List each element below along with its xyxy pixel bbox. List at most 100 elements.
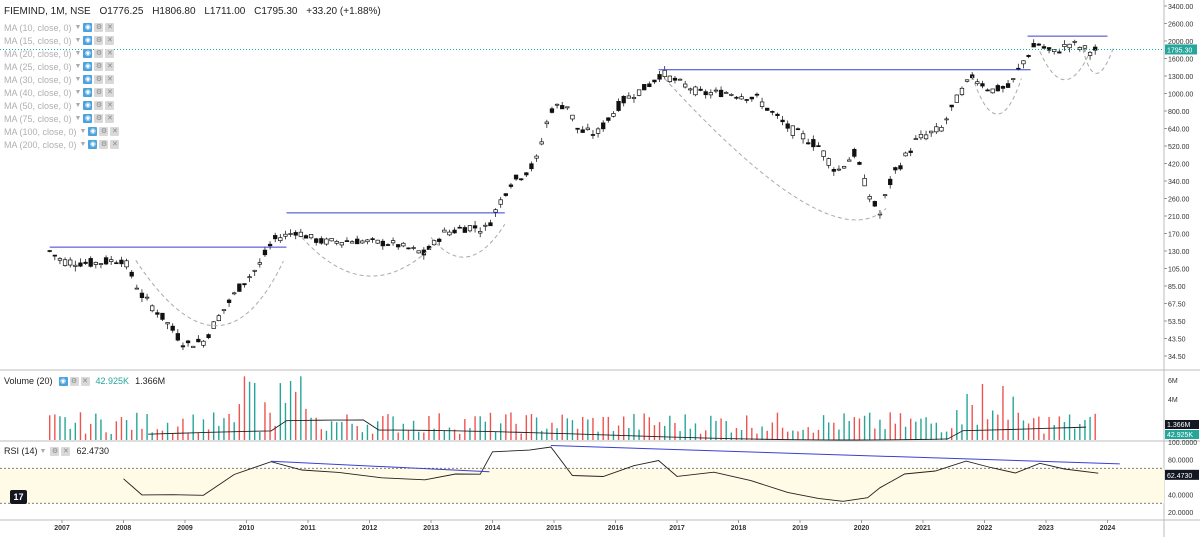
candle-body xyxy=(631,97,637,99)
eye-icon[interactable]: ◉ xyxy=(83,101,93,110)
candle-body xyxy=(862,177,867,187)
candle-body xyxy=(852,149,857,157)
ma-legend-item[interactable]: MA (15, close, 0) ▼ ◉ ⚙ ✕ xyxy=(4,34,119,47)
eye-icon[interactable]: ◉ xyxy=(83,23,93,32)
candle-body xyxy=(626,95,631,99)
candle-body xyxy=(380,240,385,247)
ma-legend-item[interactable]: MA (40, close, 0) ▼ ◉ ⚙ ✕ xyxy=(4,86,119,99)
candle-body xyxy=(134,287,139,290)
close-icon[interactable]: ✕ xyxy=(80,376,90,386)
eye-icon[interactable]: ◉ xyxy=(58,376,68,386)
gear-icon[interactable]: ⚙ xyxy=(94,23,104,32)
eye-icon[interactable]: ◉ xyxy=(88,140,98,149)
ma-legend-item[interactable]: MA (200, close, 0) ▼ ◉ ⚙ ✕ xyxy=(4,138,120,151)
y-tick-label: 2000.00 xyxy=(1168,39,1193,46)
ma-legend-item[interactable]: MA (100, close, 0) ▼ ◉ ⚙ ✕ xyxy=(4,125,120,138)
chevron-down-icon[interactable]: ▼ xyxy=(79,128,87,135)
candle-body xyxy=(1046,47,1052,51)
candle-body xyxy=(83,261,88,264)
candle-body xyxy=(237,283,242,292)
x-tick-label: 2022 xyxy=(977,525,993,532)
eye-icon[interactable]: ◉ xyxy=(83,36,93,45)
candle-body xyxy=(847,159,852,162)
gear-icon[interactable]: ⚙ xyxy=(99,140,109,149)
chevron-down-icon[interactable]: ▼ xyxy=(74,37,82,44)
candle-body xyxy=(857,162,862,165)
cup-arc-drawing xyxy=(1039,51,1090,81)
ma-label: MA (100, close, 0) xyxy=(4,126,77,137)
candle-body xyxy=(308,234,314,239)
close-icon[interactable]: ✕ xyxy=(105,88,115,97)
gear-icon[interactable]: ⚙ xyxy=(94,88,104,97)
close-icon[interactable]: ✕ xyxy=(105,101,115,110)
close-icon[interactable]: ✕ xyxy=(105,36,115,45)
close-icon[interactable]: ✕ xyxy=(110,140,120,149)
close-icon[interactable]: ✕ xyxy=(105,114,115,123)
eye-icon[interactable]: ◉ xyxy=(88,127,98,136)
gear-icon[interactable]: ⚙ xyxy=(94,62,104,71)
ma-legend-item[interactable]: MA (30, close, 0) ▼ ◉ ⚙ ✕ xyxy=(4,73,119,86)
candle-body xyxy=(611,113,616,117)
gear-icon[interactable]: ⚙ xyxy=(94,36,104,45)
candle-body xyxy=(467,225,473,232)
ma-legend-item[interactable]: MA (20, close, 0) ▼ ◉ ⚙ ✕ xyxy=(4,47,119,60)
ma-legend-item[interactable]: MA (25, close, 0) ▼ ◉ ⚙ ✕ xyxy=(4,60,119,73)
candle-body xyxy=(68,259,73,266)
chevron-down-icon[interactable]: ▼ xyxy=(74,89,82,96)
candle-body xyxy=(52,254,57,257)
candle-body xyxy=(898,165,903,170)
chevron-down-icon[interactable]: ▼ xyxy=(74,50,82,57)
eye-icon[interactable]: ◉ xyxy=(83,88,93,97)
candle-body xyxy=(980,83,985,87)
close-icon[interactable]: ✕ xyxy=(105,62,115,71)
gear-icon[interactable]: ⚙ xyxy=(94,114,104,123)
close-icon[interactable]: ✕ xyxy=(105,23,115,32)
chevron-down-icon[interactable]: ▼ xyxy=(74,76,82,83)
candle-body xyxy=(144,296,150,299)
eye-icon[interactable]: ◉ xyxy=(83,49,93,58)
close-icon[interactable]: ✕ xyxy=(110,127,120,136)
ma-legend-item[interactable]: MA (50, close, 0) ▼ ◉ ⚙ ✕ xyxy=(4,99,119,112)
cup-arc-drawing xyxy=(301,237,438,277)
gear-icon[interactable]: ⚙ xyxy=(94,101,104,110)
ohlc-change: +33.20 (+1.88%) xyxy=(306,6,381,17)
eye-icon[interactable]: ◉ xyxy=(83,62,93,71)
ma-label: MA (30, close, 0) xyxy=(4,74,72,85)
candle-body xyxy=(944,118,949,121)
gear-icon[interactable]: ⚙ xyxy=(94,49,104,58)
candles-group xyxy=(47,39,1098,351)
close-icon[interactable]: ✕ xyxy=(105,49,115,58)
volume-value-green: 42.925K xyxy=(95,376,130,386)
volume-label[interactable]: Volume (20) xyxy=(4,376,53,386)
rsi-label[interactable]: RSI (14) xyxy=(4,446,38,456)
candle-body xyxy=(201,340,206,346)
candle-body xyxy=(770,111,775,113)
close-icon[interactable]: ✕ xyxy=(105,75,115,84)
ma-legend-item[interactable]: MA (75, close, 0) ▼ ◉ ⚙ ✕ xyxy=(4,112,119,125)
close-icon[interactable]: ✕ xyxy=(61,446,71,456)
candle-body xyxy=(954,94,959,103)
gear-icon[interactable]: ⚙ xyxy=(50,446,60,456)
volume-ma-line xyxy=(148,419,1086,441)
chevron-down-icon[interactable]: ▼ xyxy=(79,141,87,148)
candle-body xyxy=(882,194,888,196)
ma-label: MA (20, close, 0) xyxy=(4,48,72,59)
candle-body xyxy=(580,129,585,133)
chevron-down-icon[interactable]: ▼ xyxy=(74,115,82,122)
gear-icon[interactable]: ⚙ xyxy=(99,127,109,136)
eye-icon[interactable]: ◉ xyxy=(83,75,93,84)
candle-body xyxy=(713,89,719,92)
ma-legend-item[interactable]: MA (10, close, 0) ▼ ◉ ⚙ ✕ xyxy=(4,21,119,34)
candle-body xyxy=(667,75,672,83)
gear-icon[interactable]: ⚙ xyxy=(94,75,104,84)
eye-icon[interactable]: ◉ xyxy=(83,114,93,123)
candle-body xyxy=(841,165,847,169)
candle-body xyxy=(329,238,334,242)
chevron-down-icon[interactable]: ▼ xyxy=(74,24,82,31)
gear-icon[interactable]: ⚙ xyxy=(69,376,79,386)
chevron-down-icon[interactable]: ▼ xyxy=(74,102,82,109)
chevron-down-icon[interactable]: ▼ xyxy=(74,63,82,70)
chevron-down-icon[interactable]: ▼ xyxy=(39,447,47,455)
symbol-label[interactable]: FIEMIND, 1M, NSE xyxy=(4,6,91,17)
